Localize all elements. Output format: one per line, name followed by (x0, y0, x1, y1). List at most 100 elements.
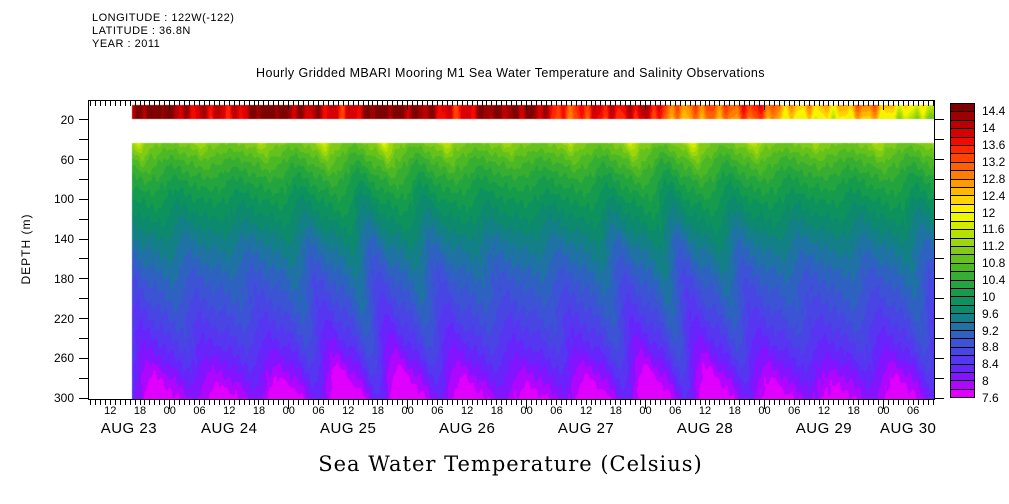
x-tick-top (590, 101, 592, 106)
colorbar-segment (951, 119, 974, 129)
x-tick-bottom (233, 400, 235, 405)
x-tick-bottom (902, 400, 904, 405)
x-tick-top (174, 101, 176, 106)
x-tick-bottom (471, 400, 473, 405)
x-tick-bottom (422, 400, 424, 405)
colorbar-segment (951, 161, 974, 171)
x-tick-top (114, 101, 116, 106)
x-tick-bottom (203, 400, 205, 405)
x-tick-top (312, 101, 314, 106)
x-tick-top (496, 101, 498, 106)
x-tick-top (823, 101, 825, 106)
latitude-label: LATITUDE : 36.8N (92, 25, 191, 37)
colorbar-tick-label: 10.4 (982, 273, 1006, 287)
x-tick-bottom (278, 400, 280, 405)
x-tick-top (734, 101, 736, 106)
x-tick-top (630, 101, 632, 106)
x-tick-top (868, 101, 870, 106)
x-tick-top (144, 101, 146, 106)
colorbar (950, 103, 975, 398)
x-tick-bottom (94, 400, 96, 405)
x-tick-bottom (124, 400, 126, 405)
colorbar-segment (951, 229, 974, 238)
x-tick-bottom (560, 400, 562, 405)
x-tick-bottom (461, 400, 463, 405)
x-hour-label: 12 (579, 405, 593, 417)
x-tick-top (575, 101, 577, 106)
x-tick-top (248, 101, 250, 106)
x-tick-bottom (99, 400, 101, 405)
x-hour-label: 06 (312, 405, 325, 417)
x-tick-bottom (129, 400, 131, 405)
x-tick-top (640, 101, 642, 106)
y-tick-right (935, 198, 944, 200)
x-tick-top (793, 101, 795, 106)
y-tick-right (935, 119, 944, 121)
x-tick-top (848, 101, 850, 106)
x-tick-top (833, 101, 835, 106)
x-tick-top (580, 101, 582, 106)
colorbar-segment (951, 203, 974, 213)
x-hour-label: 18 (728, 405, 741, 417)
x-tick-bottom (863, 400, 865, 405)
x-tick-bottom (253, 400, 255, 405)
x-tick-top (258, 101, 260, 106)
x-tick-bottom (704, 400, 706, 405)
colorbar-tick-label: 13.6 (982, 138, 1006, 153)
x-tick-bottom (352, 400, 354, 405)
x-tick-bottom (486, 400, 488, 405)
x-tick-top (129, 101, 131, 106)
colorbar-segment (951, 237, 974, 246)
x-tick-bottom (332, 400, 334, 405)
chart-title: Hourly Gridded MBARI Mooring M1 Sea Wate… (256, 66, 765, 80)
x-hour-label: 12 (104, 405, 117, 417)
x-hour-label: 12 (461, 405, 474, 417)
x-tick-bottom (174, 400, 176, 405)
x-tick-bottom (179, 400, 181, 405)
x-tick-top (283, 101, 285, 106)
x-tick-top (531, 101, 533, 106)
x-tick-bottom (367, 400, 369, 405)
colorbar-tick-label: 8 (982, 374, 989, 389)
x-tick-bottom (526, 400, 528, 409)
x-tick-bottom (481, 400, 483, 405)
x-hour-label: 00 (639, 405, 652, 417)
x-tick-top (446, 101, 448, 106)
x-tick-bottom (223, 400, 225, 405)
x-tick-top (699, 101, 701, 106)
x-tick-top (550, 101, 552, 106)
x-tick-bottom (719, 400, 721, 405)
colorbar-tick-label: 14 (982, 121, 996, 136)
x-tick-bottom (833, 400, 835, 405)
y-tick-left (79, 377, 88, 379)
x-tick-bottom (501, 400, 503, 405)
x-tick-top (288, 101, 290, 110)
x-tick-bottom (327, 400, 329, 405)
x-tick-top (922, 101, 924, 106)
x-tick-bottom (709, 400, 711, 405)
x-tick-top (154, 101, 156, 106)
x-tick-top (798, 101, 800, 106)
colorbar-segment (951, 111, 974, 120)
x-hour-label: 18 (252, 405, 266, 417)
x-tick-bottom (620, 400, 622, 405)
x-tick-top (754, 101, 756, 106)
y-tick-left (79, 357, 88, 359)
x-tick-top (412, 101, 414, 106)
x-tick-top (481, 101, 483, 106)
x-tick-top (203, 101, 205, 106)
x-tick-bottom (545, 400, 547, 405)
colorbar-segment (951, 104, 974, 112)
x-tick-top (853, 101, 855, 106)
y-tick-left (79, 298, 88, 300)
x-hour-label: 06 (193, 405, 206, 417)
y-tick-right (935, 218, 944, 220)
x-tick-bottom (392, 400, 394, 405)
x-tick-bottom (853, 400, 855, 405)
x-tick-bottom (882, 400, 884, 409)
colorbar-segment (951, 287, 974, 297)
x-tick-top (124, 101, 126, 106)
x-tick-top (94, 101, 96, 106)
colorbar-segment (951, 262, 974, 272)
x-tick-bottom (119, 400, 121, 405)
